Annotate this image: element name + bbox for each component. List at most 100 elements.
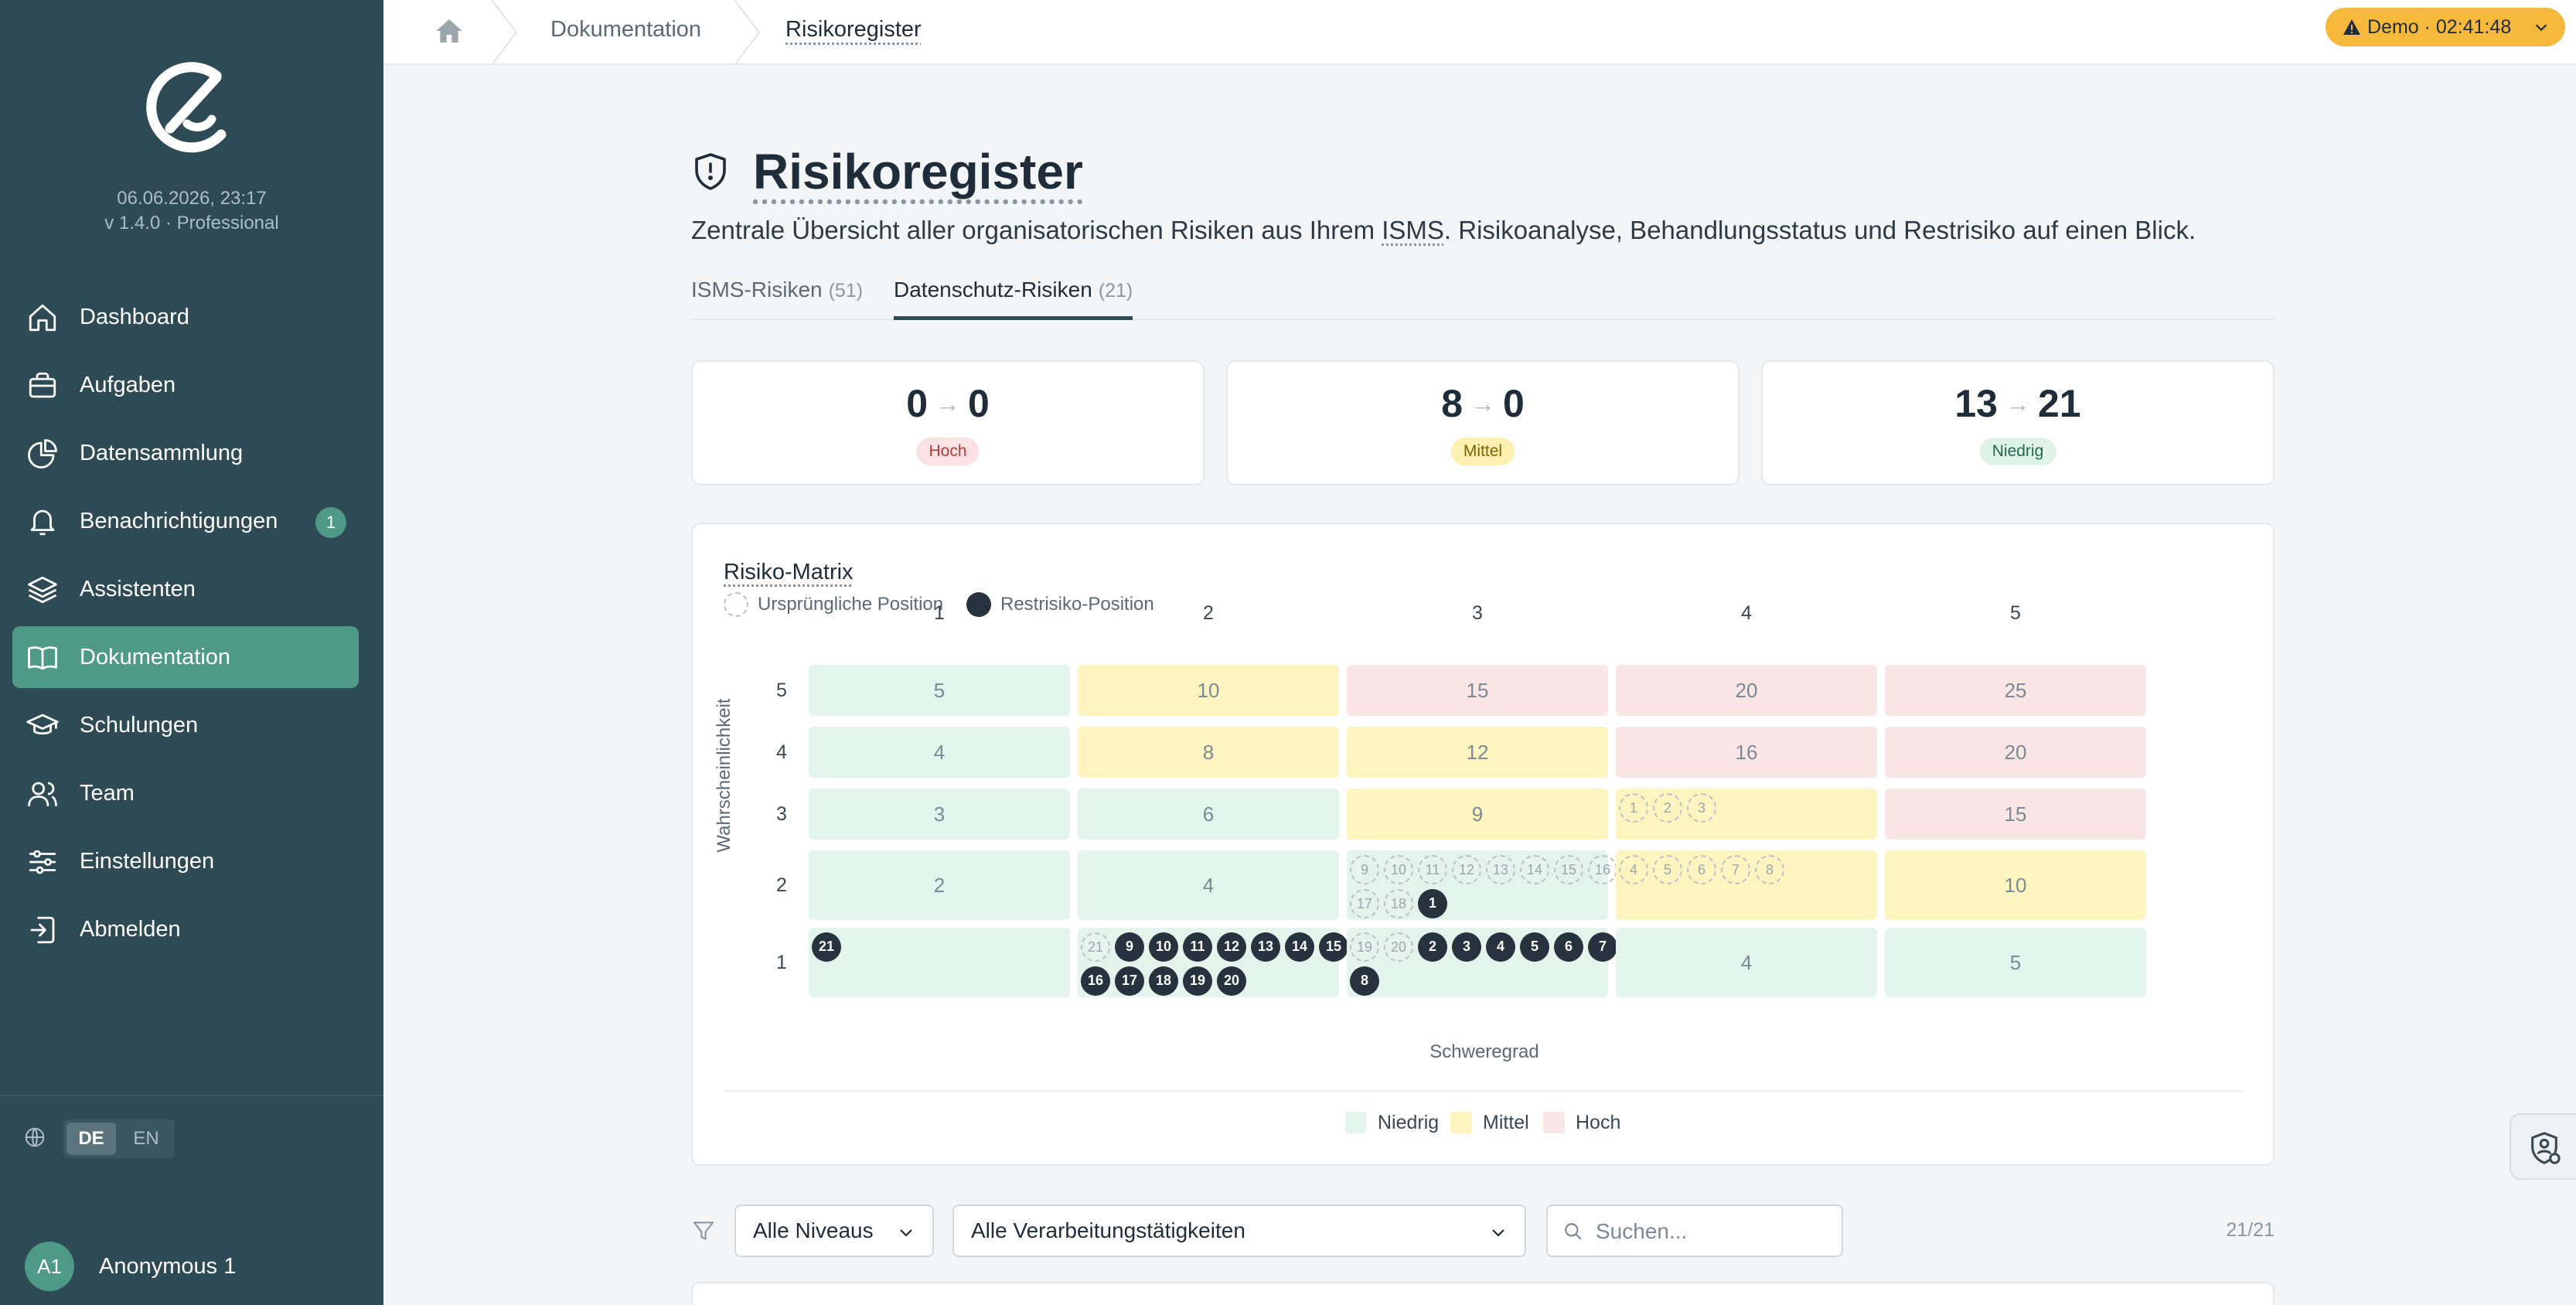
matrix-cell[interactable]: 2 — [809, 850, 1070, 920]
matrix-cell[interactable]: 15 — [1347, 665, 1608, 716]
matrix-cell[interactable]: 21 9 10 11 12 13 14 15 16 17 18 19 20 — [1078, 928, 1348, 997]
matrix-divider — [724, 1090, 2242, 1092]
original-risk-marker[interactable]: 15 — [1554, 855, 1583, 884]
residual-risk-marker[interactable]: 5 — [1520, 932, 1549, 962]
matrix-cell[interactable]: 10 — [1078, 665, 1339, 716]
original-risk-marker[interactable]: 11 — [1418, 855, 1447, 884]
original-risk-marker[interactable]: 2 — [1653, 793, 1682, 823]
residual-risk-marker[interactable]: 17 — [1115, 966, 1144, 996]
original-risk-marker[interactable]: 14 — [1520, 855, 1549, 884]
matrix-cell[interactable]: 10 — [1885, 850, 2146, 920]
original-risk-marker[interactable]: 9 — [1350, 855, 1379, 884]
breadcrumb-separator-icon — [734, 0, 761, 65]
user-name[interactable]: Anonymous 1 — [99, 1254, 237, 1279]
matrix-cell[interactable]: 9 — [1347, 789, 1608, 840]
warning-icon — [2343, 19, 2360, 35]
language-en-button[interactable]: EN — [133, 1128, 159, 1149]
original-risk-marker[interactable]: 19 — [1350, 932, 1379, 962]
matrix-cell[interactable]: 12 — [1347, 727, 1608, 778]
sidebar-item-team[interactable]: Team — [12, 762, 359, 824]
original-risk-marker[interactable]: 20 — [1384, 932, 1413, 962]
matrix-cell[interactable]: 15 — [1885, 789, 2146, 840]
residual-risk-marker[interactable]: 12 — [1217, 932, 1246, 962]
residual-risk-marker[interactable]: 13 — [1251, 932, 1280, 962]
matrix-cell[interactable]: 5 — [1885, 928, 2146, 997]
matrix-cell[interactable]: 25 — [1885, 665, 2146, 716]
residual-risk-marker[interactable]: 7 — [1588, 932, 1617, 962]
matrix-cell[interactable]: 6 — [1078, 789, 1339, 840]
matrix-cell[interactable]: 21 — [809, 928, 1070, 997]
original-risk-marker[interactable]: 10 — [1384, 855, 1413, 884]
original-risk-marker[interactable]: 4 — [1619, 855, 1648, 884]
search-input[interactable] — [1596, 1212, 1828, 1251]
stat-card-mittel[interactable]: 8 → 0 Mittel — [1226, 360, 1739, 486]
sidebar-item-abmelden[interactable]: Abmelden — [12, 898, 359, 960]
residual-risk-marker[interactable]: 9 — [1115, 932, 1144, 962]
residual-risk-marker[interactable]: 19 — [1183, 966, 1212, 996]
activity-filter-select[interactable]: Alle Verarbeitungstätigkeiten — [952, 1204, 1526, 1257]
residual-risk-marker[interactable]: 14 — [1285, 932, 1314, 962]
stat-card-hoch[interactable]: 0 → 0 Hoch — [691, 360, 1205, 486]
original-risk-marker[interactable]: 1 — [1619, 793, 1648, 823]
floating-privacy-button[interactable] — [2510, 1113, 2576, 1180]
original-risk-marker[interactable]: 12 — [1452, 855, 1481, 884]
sidebar-item-schulungen[interactable]: Schulungen — [12, 694, 359, 756]
residual-risk-marker[interactable]: 15 — [1319, 932, 1348, 962]
stat-card-niedrig[interactable]: 13 → 21 Niedrig — [1761, 360, 2274, 486]
residual-risk-marker[interactable]: 21 — [812, 932, 841, 962]
matrix-cell[interactable]: 4 — [809, 727, 1070, 778]
matrix-cell[interactable]: 8 — [1078, 727, 1339, 778]
company-logo-icon[interactable] — [136, 54, 235, 159]
residual-risk-marker[interactable]: 18 — [1149, 966, 1178, 996]
residual-risk-marker[interactable]: 3 — [1452, 932, 1481, 962]
sidebar-item-dokumentation[interactable]: Dokumentation — [12, 626, 359, 688]
original-risk-marker[interactable]: 13 — [1486, 855, 1515, 884]
demo-timer-badge[interactable]: Demo · 02:41:48 — [2326, 8, 2565, 46]
original-risk-marker[interactable]: 18 — [1384, 889, 1413, 918]
residual-risk-marker[interactable]: 20 — [1217, 966, 1246, 996]
original-risk-marker[interactable]: 8 — [1755, 855, 1784, 884]
matrix-cell[interactable]: 20 — [1885, 727, 2146, 778]
matrix-cell[interactable]: 19 20 2 3 4 5 6 7 8 — [1347, 928, 1617, 997]
residual-risk-marker[interactable]: 4 — [1486, 932, 1515, 962]
level-filter-select[interactable]: Alle Niveaus — [734, 1204, 934, 1257]
residual-risk-marker[interactable]: 8 — [1350, 966, 1379, 996]
matrix-cell[interactable]: 20 — [1616, 665, 1877, 716]
sidebar-item-dashboard[interactable]: Dashboard — [12, 286, 359, 348]
matrix-cell[interactable]: 5 — [809, 665, 1070, 716]
residual-risk-marker[interactable]: 11 — [1183, 932, 1212, 962]
matrix-cell[interactable]: 3 — [809, 789, 1070, 840]
sidebar-item-aufgaben[interactable]: Aufgaben — [12, 354, 359, 416]
residual-risk-marker[interactable]: 16 — [1081, 966, 1110, 996]
original-risk-marker[interactable]: 6 — [1687, 855, 1716, 884]
original-risk-marker[interactable]: 21 — [1081, 932, 1110, 962]
matrix-cell[interactable]: 4 — [1078, 850, 1339, 920]
breadcrumb-home-icon[interactable] — [433, 15, 465, 46]
sidebar-item-datensammlung[interactable]: Datensammlung — [12, 422, 359, 484]
residual-risk-marker[interactable]: 10 — [1149, 932, 1178, 962]
language-de-button[interactable]: DE — [66, 1123, 116, 1155]
original-risk-marker[interactable]: 5 — [1653, 855, 1682, 884]
matrix-cell[interactable]: 16 — [1616, 727, 1877, 778]
matrix-cell[interactable]: 9 10 11 12 13 14 15 16 17 18 1 — [1347, 850, 1617, 920]
residual-risk-marker[interactable]: 1 — [1418, 889, 1447, 918]
matrix-cell[interactable]: 4 — [1616, 928, 1877, 997]
original-risk-marker[interactable]: 7 — [1721, 855, 1750, 884]
sidebar-item-benachrichtigungen[interactable]: Benachrichtigungen 1 — [12, 490, 359, 552]
isms-abbreviation[interactable]: ISMS — [1382, 216, 1444, 244]
original-risk-marker[interactable]: 16 — [1588, 855, 1617, 884]
residual-risk-marker[interactable]: 6 — [1554, 932, 1583, 962]
residual-risk-marker[interactable]: 2 — [1418, 932, 1447, 962]
avatar[interactable]: A1 — [25, 1242, 74, 1291]
tab-isms-risiken[interactable]: ISMS-Risiken (51) — [691, 269, 863, 320]
original-risk-marker[interactable]: 17 — [1350, 889, 1379, 918]
sidebar-item-einstellungen[interactable]: Einstellungen — [12, 830, 359, 892]
original-risk-marker[interactable]: 3 — [1687, 793, 1716, 823]
x-axis-label: Schweregrad — [1429, 1041, 1539, 1062]
sidebar-item-assistenten[interactable]: Assistenten — [12, 558, 359, 620]
sidebar-date: 06.06.2026, 23:17 — [117, 188, 267, 209]
breadcrumb-dokumentation[interactable]: Dokumentation — [550, 17, 702, 42]
tab-datenschutz-risiken[interactable]: Datenschutz-Risiken (21) — [894, 269, 1133, 320]
